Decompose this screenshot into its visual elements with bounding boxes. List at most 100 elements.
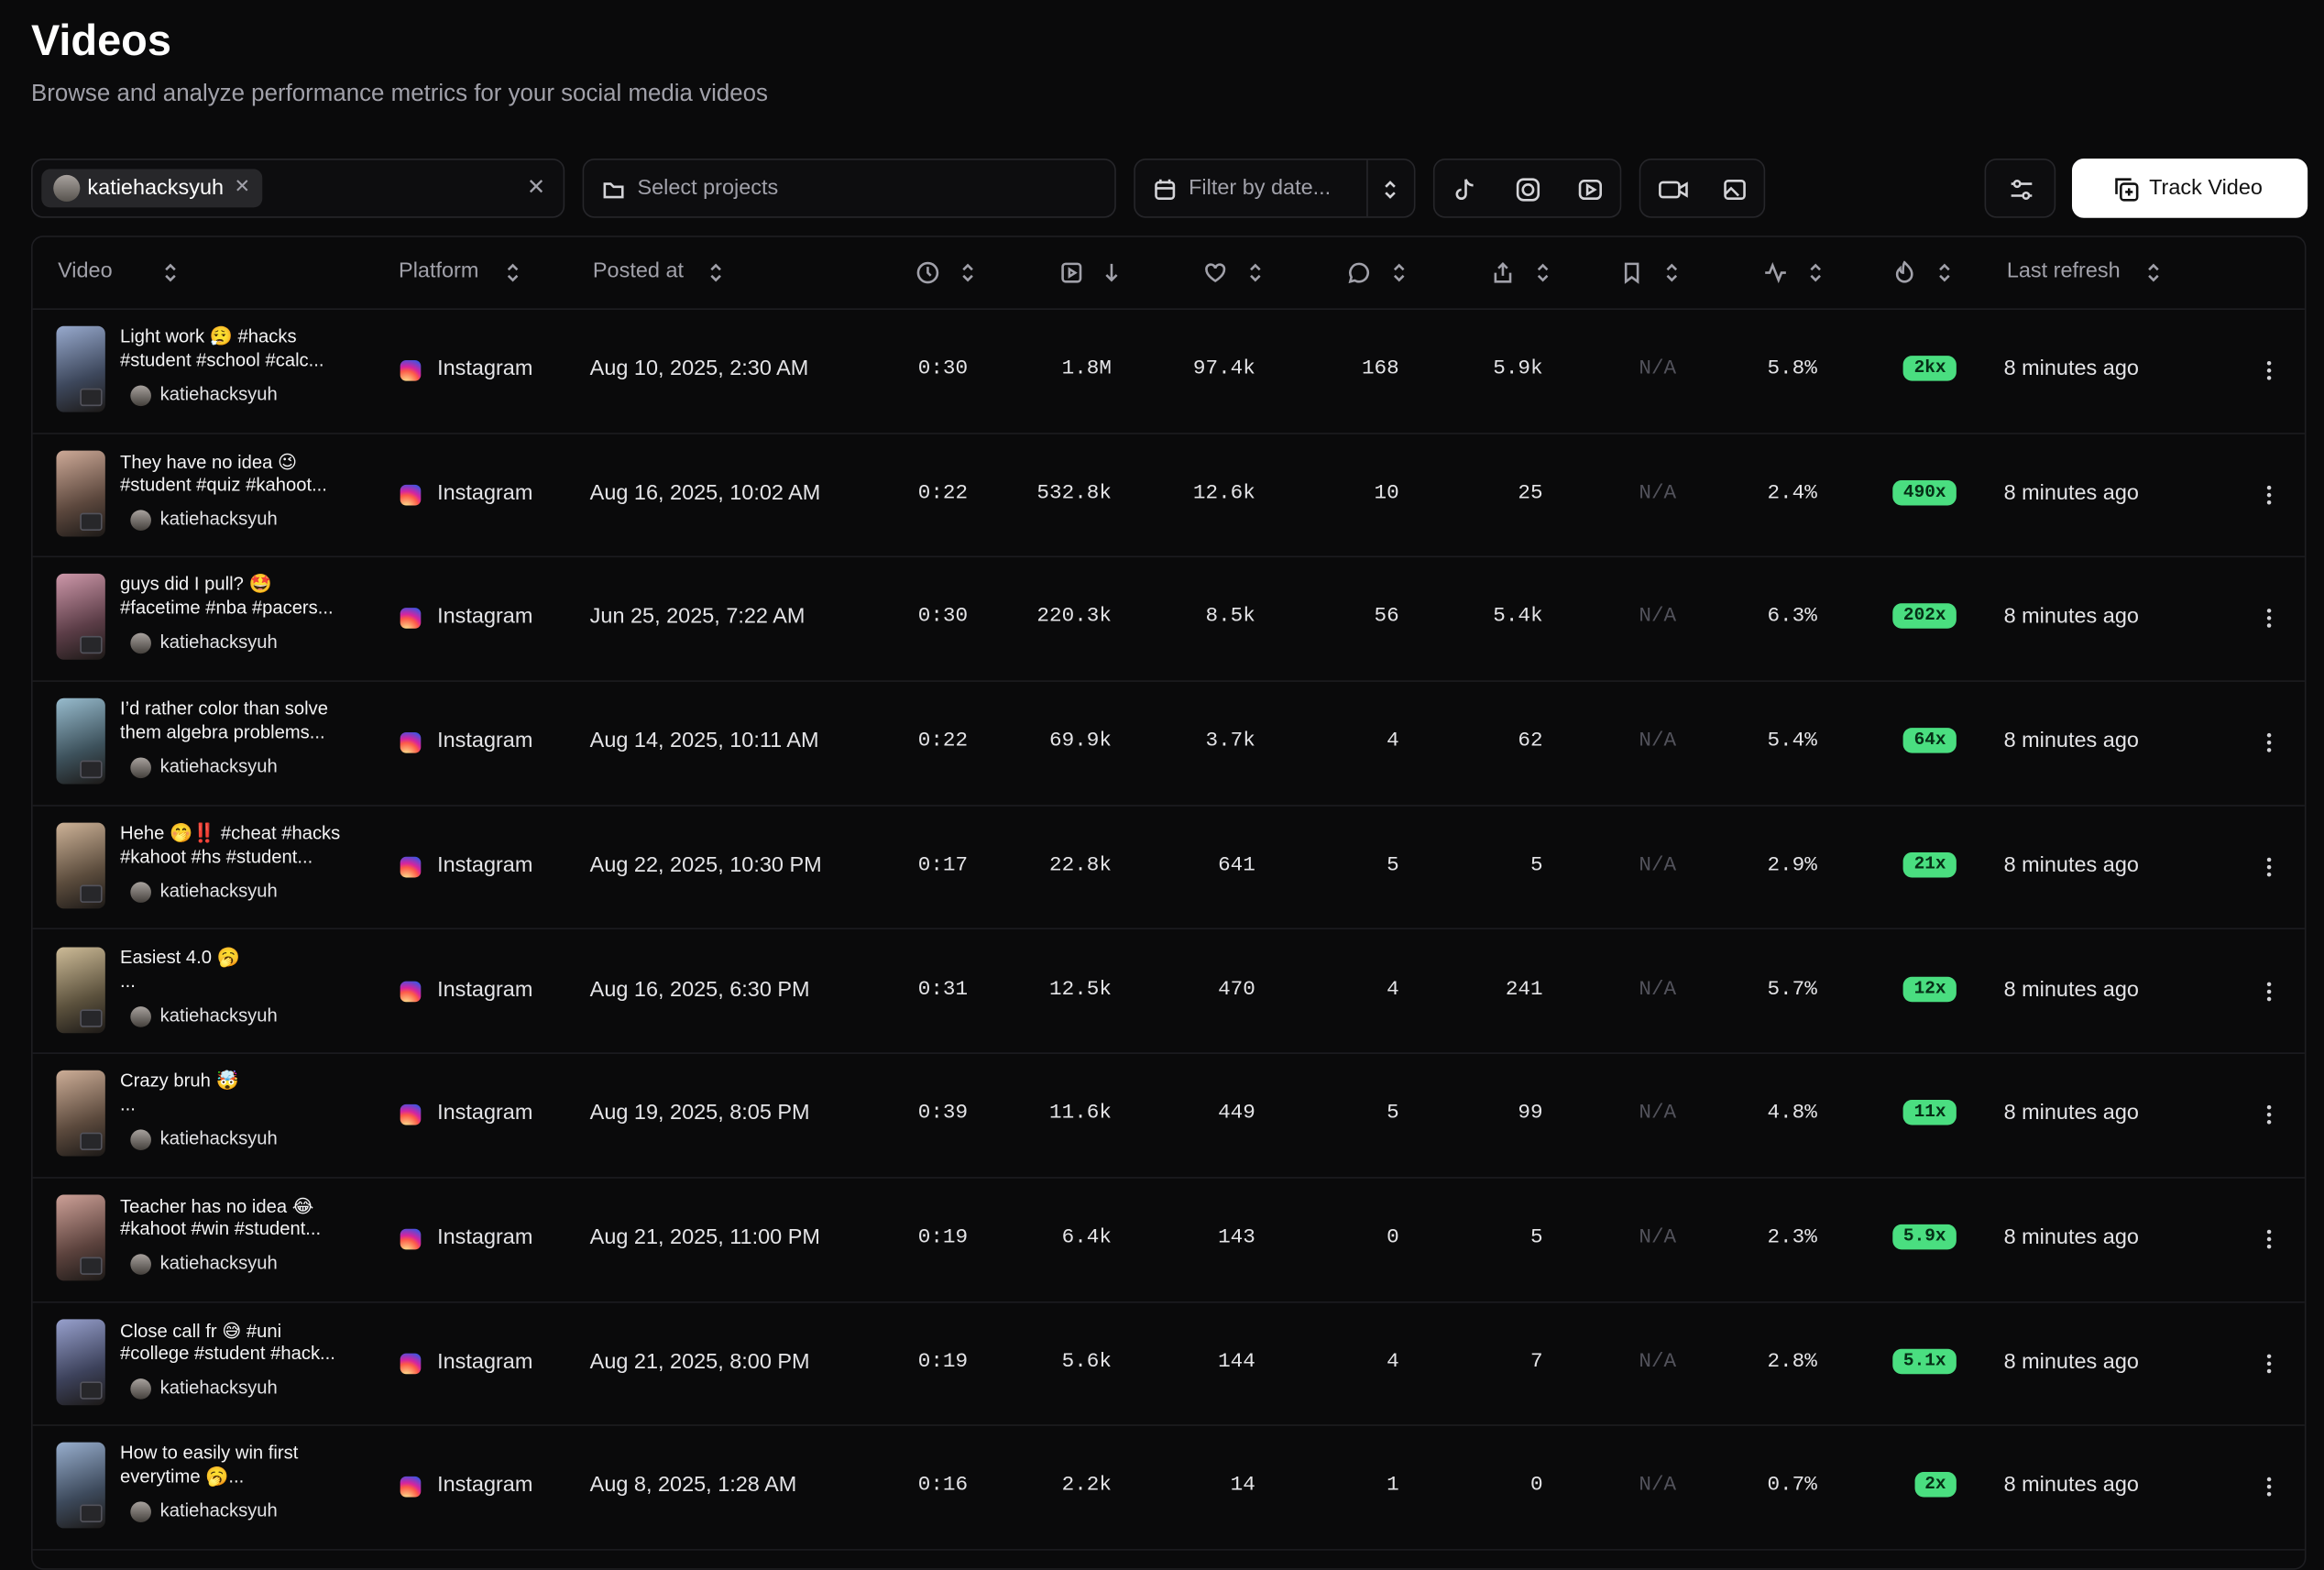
engagement: 5.8%	[1767, 357, 1817, 381]
sort-arrows	[2148, 263, 2159, 282]
comments-header[interactable]	[1347, 261, 1371, 285]
video-title: Close call fr 😅 #uni	[120, 1320, 282, 1341]
engagement: 2.8%	[1767, 1349, 1817, 1374]
multiplier-badge: 2kx	[1903, 356, 1957, 381]
account-filter[interactable]: katiehacksyuh ✕ ✕	[30, 159, 565, 218]
body: {"header":{"title":"Videos","subtitle":"…	[30, 17, 2308, 1570]
video-row[interactable]: Close call fr 😅 #uni #college #student #h…	[32, 1301, 2305, 1427]
instagram-icon	[400, 484, 422, 505]
row-menu[interactable]	[2264, 1351, 2274, 1375]
video-row[interactable]: Hehe 🤭‼️ #cheat #hacks #kahoot #hs #stude…	[32, 805, 2305, 930]
video-row[interactable]: Easiest 4.0 🥱... katiehacksyuh Instagram Au…	[32, 928, 2305, 1055]
saves-header[interactable]	[1620, 261, 1644, 285]
row-menu[interactable]	[2264, 358, 2274, 382]
video-user: katiehacksyuh	[159, 880, 278, 901]
multiplier-badge: 2x	[1913, 1472, 1957, 1498]
row-menu[interactable]	[2264, 607, 2274, 631]
video-title: #student #quiz #kahoot...	[120, 474, 327, 495]
user-avatar	[130, 1005, 151, 1027]
likes: 14	[1230, 1474, 1255, 1498]
multiplier-badge: 12x	[1903, 975, 1957, 1002]
video-toggle[interactable]	[1659, 176, 1688, 203]
video-row[interactable]: I’d rather color than solve them algebra …	[32, 680, 2305, 807]
duration: 0:22	[917, 481, 969, 505]
video-user: katiehacksyuh	[159, 1500, 278, 1521]
sort-icon	[1537, 263, 1549, 282]
row-menu[interactable]	[2264, 1476, 2274, 1499]
video-row[interactable]: Crazy bruh 🤯... katiehacksyuh Instagram Aug…	[32, 1053, 2305, 1179]
likes: 449	[1218, 1101, 1255, 1125]
posted-at: Aug 10, 2025, 2:30 AM	[589, 357, 809, 381]
multiplier-header[interactable]	[1892, 260, 1916, 285]
views-header[interactable]	[1059, 261, 1083, 285]
platform: Instagram	[437, 357, 533, 381]
instagram-toggle[interactable]	[1515, 176, 1541, 203]
platform: Instagram	[437, 729, 533, 753]
engagement: 4.8%	[1767, 1101, 1817, 1125]
views: 6.4k	[1061, 1225, 1112, 1250]
video-row[interactable]: How to easily win first everytime 🥱... kat…	[32, 1425, 2305, 1551]
platform: Instagram	[437, 1474, 533, 1498]
clear-button[interactable]: ✕	[526, 174, 546, 201]
youtube-toggle[interactable]	[1577, 176, 1604, 203]
platform-toggles	[1432, 159, 1622, 218]
menu-dot	[2266, 1368, 2272, 1373]
instagram-icon	[400, 1104, 422, 1125]
engagement: 5.4%	[1767, 729, 1817, 753]
video-title: Crazy bruh 🤯	[120, 1070, 239, 1092]
row-menu[interactable]	[2264, 483, 2274, 507]
settings-button[interactable]	[1984, 159, 2056, 218]
video-row[interactable]: They have no idea 😉 #student #quiz #kahoo…	[32, 433, 2305, 558]
menu-dot	[2266, 748, 2272, 752]
shares: 5.4k	[1493, 605, 1543, 630]
remove-chip[interactable]: ✕	[234, 174, 251, 198]
duration-header[interactable]	[915, 261, 939, 285]
likes-header[interactable]	[1203, 261, 1227, 285]
sort-arrows	[1810, 263, 1821, 282]
track-video-label: Track Video	[2149, 176, 2263, 201]
thumbnail	[56, 325, 105, 412]
menu-dot	[2266, 988, 2272, 994]
views: 532.8k	[1036, 481, 1112, 505]
date-filter[interactable]: Filter by date...	[1134, 159, 1416, 218]
image-toggle[interactable]	[1721, 176, 1748, 203]
saves: N/A	[1639, 853, 1677, 878]
user-avatar	[130, 1378, 151, 1400]
engagement: 0.7%	[1767, 1474, 1817, 1498]
shares: 7	[1530, 1349, 1543, 1374]
instagram-icon	[400, 608, 422, 630]
row-menu[interactable]	[2264, 1227, 2274, 1251]
row-menu[interactable]	[2264, 855, 2274, 879]
row-menu[interactable]	[2264, 1103, 2274, 1127]
posted-header[interactable]: Posted at	[592, 259, 685, 283]
row-menu[interactable]	[2264, 979, 2274, 1003]
shares: 241	[1505, 977, 1543, 1002]
video-row[interactable]: Teacher has no idea 😂 #kahoot #win #stude…	[32, 1177, 2305, 1302]
comments: 4	[1387, 729, 1399, 753]
menu-dot	[2266, 1120, 2272, 1125]
video-title: them algebra problems...	[120, 721, 325, 743]
engagement: 5.7%	[1767, 977, 1817, 1002]
engagement: 6.3%	[1767, 605, 1817, 630]
avatar	[53, 174, 81, 202]
projects-filter[interactable]: Select projects	[582, 159, 1116, 218]
thumbnail	[56, 450, 105, 536]
engagement-header[interactable]	[1764, 261, 1788, 285]
refresh-header[interactable]: Last refresh	[2006, 259, 2121, 283]
row-menu[interactable]	[2264, 730, 2274, 754]
sort-arrows	[1537, 263, 1549, 282]
track-video-button[interactable]: Track Video	[2071, 159, 2308, 218]
video-header[interactable]: Video	[58, 259, 113, 283]
video-row[interactable]: Light work 😮‍💨 #hacks #student #school #c…	[32, 308, 2305, 434]
views: 1.8M	[1061, 357, 1112, 381]
thumbnail	[56, 1194, 105, 1281]
shares-header[interactable]	[1491, 261, 1515, 285]
platform-header[interactable]: Platform	[399, 259, 479, 283]
video-row[interactable]: guys did I pull? 🤩 #facetime #nba #pacers…	[32, 556, 2305, 683]
menu-dot	[2266, 1353, 2272, 1358]
tiktok-toggle[interactable]	[1452, 176, 1479, 203]
sort-icon	[1385, 181, 1396, 199]
video-title: Light work 😮‍💨 #hacks	[120, 325, 297, 347]
projects-placeholder: Select projects	[637, 176, 779, 201]
video-title: Hehe 🤭‼️ #cheat #hacks	[120, 822, 341, 843]
